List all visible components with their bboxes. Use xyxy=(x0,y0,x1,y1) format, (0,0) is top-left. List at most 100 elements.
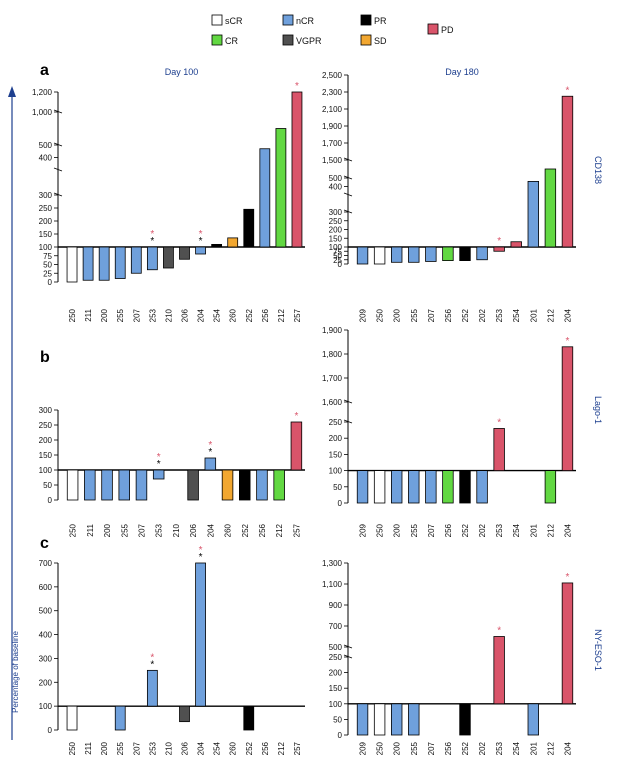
x-tick-label: 207 xyxy=(132,308,141,322)
y-tick-label: 700 xyxy=(39,559,53,568)
bar-253 xyxy=(493,246,505,252)
x-tick-label: 254 xyxy=(512,741,521,755)
significance-mark-pink: * xyxy=(497,626,501,637)
bar-250 xyxy=(66,705,78,731)
y-tick-label: 2,100 xyxy=(322,105,343,114)
bar-254 xyxy=(510,241,522,248)
x-tick-label: 206 xyxy=(181,308,190,322)
y-tick-label: 400 xyxy=(39,154,53,163)
y-tick-label: 200 xyxy=(329,226,343,235)
y-tick-label: 250 xyxy=(39,204,53,213)
legend: sCR nCR PR PD CR VGPR SD xyxy=(211,14,454,46)
x-tick-label: 201 xyxy=(529,523,538,537)
chart-panel-b-day180: Lago-1 0 50 100 150 200 250 1,600 1,700 1,800 1,90… xyxy=(322,326,603,537)
significance-mark-black: * xyxy=(150,236,154,247)
y-tick-label: 50 xyxy=(333,252,342,261)
bar-257 xyxy=(291,91,303,248)
y-tick-label: 150 xyxy=(329,684,343,693)
y-tick-label: 1,700 xyxy=(322,374,343,383)
bar-250 xyxy=(373,246,386,265)
legend-swatch-ncr xyxy=(282,14,294,26)
y-tick-label: 250 xyxy=(329,217,343,226)
x-tick-label: 250 xyxy=(69,523,78,537)
chart-panel-c-day100: c 0 100 200 300 400 500 600 700 250 211 200 255 207 25… xyxy=(39,535,305,755)
x-tick-label: 250 xyxy=(376,741,385,755)
bar-255 xyxy=(114,246,126,279)
y-tick-label: 25 xyxy=(43,269,52,278)
bar-253 xyxy=(146,669,158,707)
x-tick-label: 257 xyxy=(292,523,301,537)
bar-252 xyxy=(459,246,471,262)
panel-marker-label: Lago-1 xyxy=(593,396,603,424)
y-tick-label: 100 xyxy=(329,467,343,476)
x-tick-label: 207 xyxy=(427,523,436,537)
bar-202 xyxy=(476,470,488,504)
axis-break-mark xyxy=(343,419,353,424)
significance-mark-pink: * xyxy=(157,452,161,463)
x-tick-label: 255 xyxy=(410,741,419,755)
x-tick-label: 202 xyxy=(478,308,487,322)
bar-253 xyxy=(493,428,505,472)
y-tick-label: 100 xyxy=(329,700,343,709)
x-tick-label: 202 xyxy=(478,741,487,755)
y-tick-label: 1,900 xyxy=(322,326,343,335)
x-tick-label: 200 xyxy=(100,308,109,322)
y-tick-label: 100 xyxy=(39,466,53,475)
y-tick-label: 150 xyxy=(39,230,53,239)
bar-260 xyxy=(221,469,234,501)
legend-label-vgpr: VGPR xyxy=(296,36,322,46)
x-tick-label: 256 xyxy=(261,741,270,755)
x-tick-label: 204 xyxy=(563,308,572,322)
x-tick-label: 260 xyxy=(229,308,238,322)
y-tick-label: 150 xyxy=(39,451,53,460)
significance-mark-pink: * xyxy=(497,236,501,247)
bar-253 xyxy=(493,636,505,705)
x-tick-label: 250 xyxy=(68,308,77,322)
significance-mark-black: * xyxy=(199,552,203,563)
y-tick-label: 50 xyxy=(43,481,52,490)
axis-break-mark xyxy=(53,142,63,147)
bar-206 xyxy=(179,246,190,260)
x-tick-label: 256 xyxy=(258,523,267,537)
y-tick-label: 0 xyxy=(338,499,343,508)
x-tick-label: 256 xyxy=(444,741,453,755)
x-tick-label: 212 xyxy=(277,741,286,755)
legend-swatch-vgpr xyxy=(282,34,294,46)
x-tick-label: 254 xyxy=(512,523,521,537)
x-tick-label: 204 xyxy=(197,308,206,322)
y-tick-label: 900 xyxy=(329,601,343,610)
x-tick-label: 200 xyxy=(103,523,112,537)
panel-letter: c xyxy=(40,535,49,552)
chart-panel-c-day180: NY-ESO-10501001502002505007009001,1001,3… xyxy=(322,559,603,755)
y-tick-label: 0 xyxy=(338,731,343,740)
x-tick-label: 250 xyxy=(376,523,385,537)
x-tick-label: 212 xyxy=(277,308,286,322)
y-tick-label: 1,200 xyxy=(32,88,53,97)
legend-label-pd: PD xyxy=(441,25,454,35)
bar-207 xyxy=(425,246,437,262)
y-tick-label: 0 xyxy=(48,496,53,505)
y-tick-label: 400 xyxy=(329,183,343,192)
bar-260 xyxy=(227,237,239,248)
y-tick-label: 1,600 xyxy=(322,398,343,407)
y-tick-label: 1,700 xyxy=(322,139,343,148)
bar-255 xyxy=(408,246,420,263)
y-tick-label: 1,100 xyxy=(322,580,343,589)
panel-title: Day 100 xyxy=(165,67,199,77)
x-tick-label: 256 xyxy=(444,523,453,537)
x-tick-label: 211 xyxy=(84,308,93,321)
x-tick-label: 206 xyxy=(189,523,198,537)
x-tick-label: 254 xyxy=(213,741,222,755)
y-tick-label: 50 xyxy=(43,261,52,270)
x-tick-label: 211 xyxy=(86,523,95,536)
bar-252 xyxy=(243,705,255,731)
significance-mark-pink: * xyxy=(566,572,570,583)
y-axis-arrow-head xyxy=(8,86,16,97)
x-tick-label: 209 xyxy=(359,308,368,322)
bar-256 xyxy=(256,469,268,501)
y-tick-label: 400 xyxy=(39,631,53,640)
x-tick-label: 253 xyxy=(148,308,157,322)
y-tick-label: 250 xyxy=(329,653,343,662)
axis-break-mark xyxy=(53,192,63,197)
